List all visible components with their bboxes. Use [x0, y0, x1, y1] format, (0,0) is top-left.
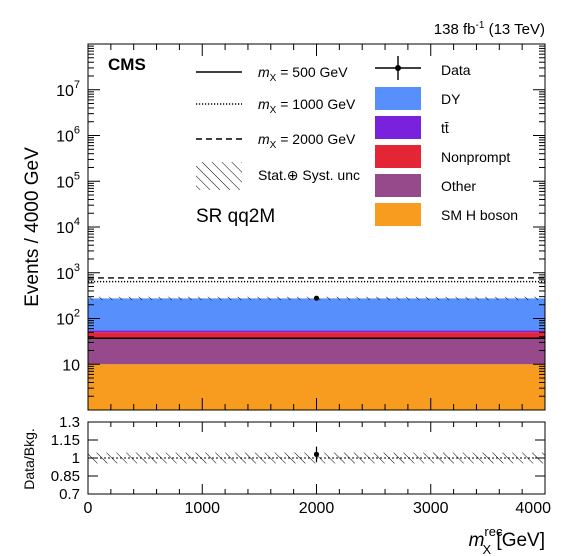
- stack-bar-4: [88, 298, 545, 331]
- legend-swatch-unc: [196, 162, 242, 190]
- legend-label-unc: Stat.⊕ Syst. unc: [258, 167, 360, 183]
- y-tick-label-4: 105: [56, 170, 80, 191]
- main-data-points: [313, 295, 320, 301]
- lumi-label: 138 fb-1 (13 TeV): [434, 20, 545, 38]
- legend-label-1000: mX = 1000 GeV: [258, 96, 356, 116]
- legend-swatch-3: [375, 116, 421, 139]
- legend-label-0: SM H boson: [441, 207, 518, 223]
- region-label: SR qq2M: [196, 206, 275, 227]
- x-axis-label: mrec X [GeV]: [469, 524, 545, 556]
- legend-label-500: mX = 500 GeV: [258, 64, 348, 84]
- legend: mX = 500 GeV mX = 1000 GeV mX = 2000 GeV…: [196, 56, 518, 226]
- ratio-y-tick-label-0: 0.7: [59, 486, 80, 503]
- legend-swatch-1: [375, 174, 421, 197]
- main-stack: [88, 298, 545, 410]
- y-tick-label-3: 104: [56, 216, 80, 237]
- ratio-y-tick-label-2: 1: [72, 450, 80, 467]
- y-tick-label-0: 10: [62, 357, 80, 374]
- legend-swatch-2: [375, 145, 421, 168]
- ratio-y-axis-label: Data/Bkg.: [21, 428, 37, 489]
- stack-bar-3: [88, 330, 545, 333]
- ratio-point-0: [313, 451, 320, 457]
- legend-label-data: Data: [441, 62, 471, 78]
- x-tick-label-4: 4000: [515, 500, 551, 517]
- main-signals: [88, 277, 545, 340]
- legend-swatch-4: [375, 87, 421, 110]
- legend-label-3: tt̄: [441, 120, 449, 136]
- cms-label: CMS: [108, 55, 146, 74]
- legend-stack-entries: DY tt̄ Nonprompt Other SM H boson: [375, 87, 518, 226]
- legend-swatch-0: [375, 203, 421, 226]
- y-tick-label-5: 106: [56, 125, 80, 146]
- legend-label-2: Nonprompt: [441, 149, 510, 165]
- ratio-x-ticks: 0 1000 2000 3000 4000: [84, 422, 551, 517]
- x-tick-label-3: 3000: [413, 500, 449, 517]
- legend-label-1: Other: [441, 178, 476, 194]
- x-tick-label-1: 1000: [184, 500, 220, 517]
- stack-bar-2: [88, 332, 545, 338]
- main-x-ticks: [87, 44, 546, 410]
- legend-label-2000: mX = 2000 GeV: [258, 131, 356, 151]
- stack-bar-1: [88, 337, 545, 365]
- ratio-data-points: [313, 446, 320, 463]
- legend-data-marker: [395, 65, 401, 71]
- y-tick-label-1: 102: [56, 308, 80, 329]
- legend-label-4: DY: [441, 91, 461, 107]
- y-tick-label-6: 107: [56, 79, 80, 100]
- x-tick-label-0: 0: [84, 500, 93, 517]
- ratio-y-tick-label-1: 0.85: [51, 468, 80, 485]
- main-y-axis-label: Events / 4000 GeV: [22, 147, 43, 307]
- ratio-y-tick-label-4: 1.3: [59, 414, 80, 431]
- x-tick-label-2: 2000: [299, 500, 335, 517]
- data-point-0: [313, 295, 320, 301]
- ratio-y-tick-label-3: 1.15: [51, 432, 80, 449]
- y-tick-label-2: 103: [56, 262, 80, 283]
- main-y-ticks: 10 102 103 104 105 106 107: [56, 45, 545, 411]
